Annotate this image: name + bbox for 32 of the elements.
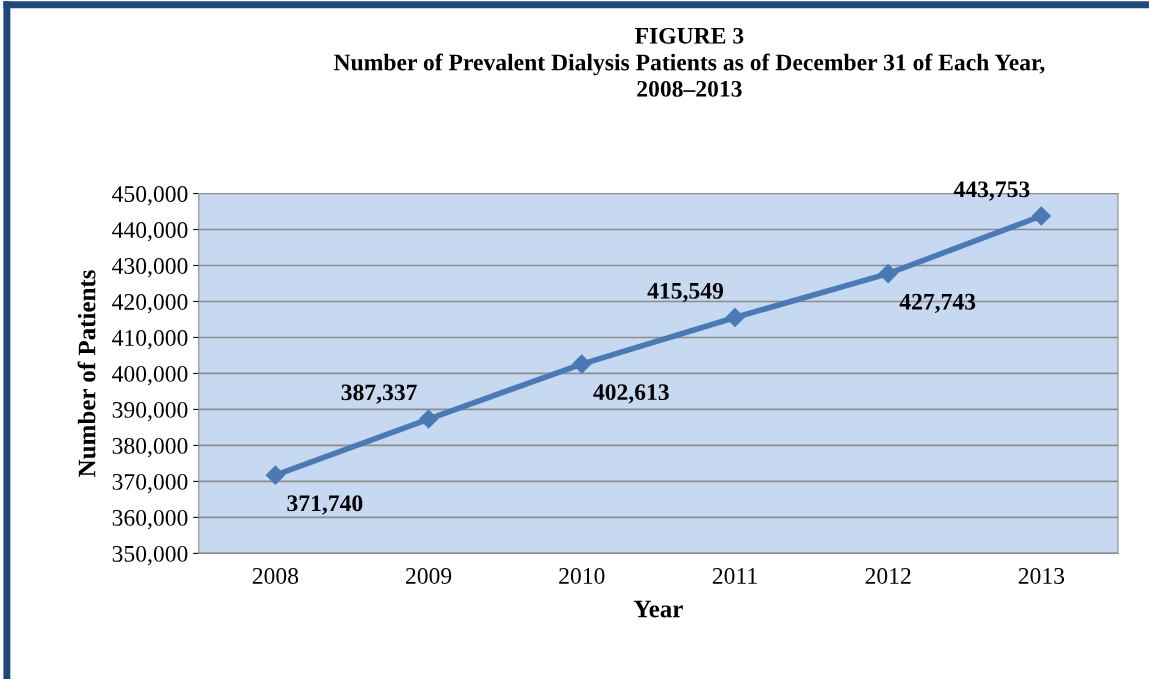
y-tick-label: 410,000 bbox=[112, 329, 188, 350]
x-axis-title: Year bbox=[633, 600, 683, 618]
x-tick-label: 2008 bbox=[252, 567, 299, 584]
point bbox=[878, 264, 898, 284]
x-tick-label: 2009 bbox=[406, 567, 452, 584]
point bbox=[419, 409, 439, 429]
y-tick-label: 350,000 bbox=[112, 545, 188, 566]
y-tick-label: 440,000 bbox=[112, 221, 188, 242]
y-axis-title: Number of Patients bbox=[77, 270, 96, 477]
y-tick-label: 400,000 bbox=[112, 365, 188, 386]
point bbox=[572, 354, 592, 374]
y-tick-label: 450,000 bbox=[112, 186, 188, 206]
data-label: 415,549 bbox=[647, 282, 724, 303]
data-label: 387,337 bbox=[341, 384, 417, 404]
y-tick-label: 370,000 bbox=[112, 473, 188, 494]
data-label: 443,753 bbox=[953, 181, 1030, 201]
x-tick-label: 2011 bbox=[712, 567, 757, 584]
y-tick-label: 390,000 bbox=[112, 401, 188, 422]
chart-title: FIGURE 3 Number of Prevalent Dialysis Patients as of December 31 of Each Year, 2008–2013 bbox=[333, 27, 1045, 97]
data-label: 402,613 bbox=[593, 384, 669, 404]
data-label: 371,740 bbox=[287, 495, 363, 515]
y-tick-label: 430,000 bbox=[112, 257, 188, 278]
x-tick-label: 2010 bbox=[559, 567, 605, 584]
x-tick-label: 2013 bbox=[1018, 567, 1065, 584]
y-tick-label: 380,000 bbox=[112, 437, 188, 458]
x-tick-label: 2012 bbox=[865, 567, 911, 584]
point bbox=[1031, 206, 1051, 226]
point bbox=[725, 307, 745, 328]
y-tick-label: 420,000 bbox=[112, 293, 188, 314]
point bbox=[265, 465, 285, 485]
y-tick-label: 360,000 bbox=[112, 509, 188, 530]
data-label: 427,743 bbox=[899, 293, 976, 314]
